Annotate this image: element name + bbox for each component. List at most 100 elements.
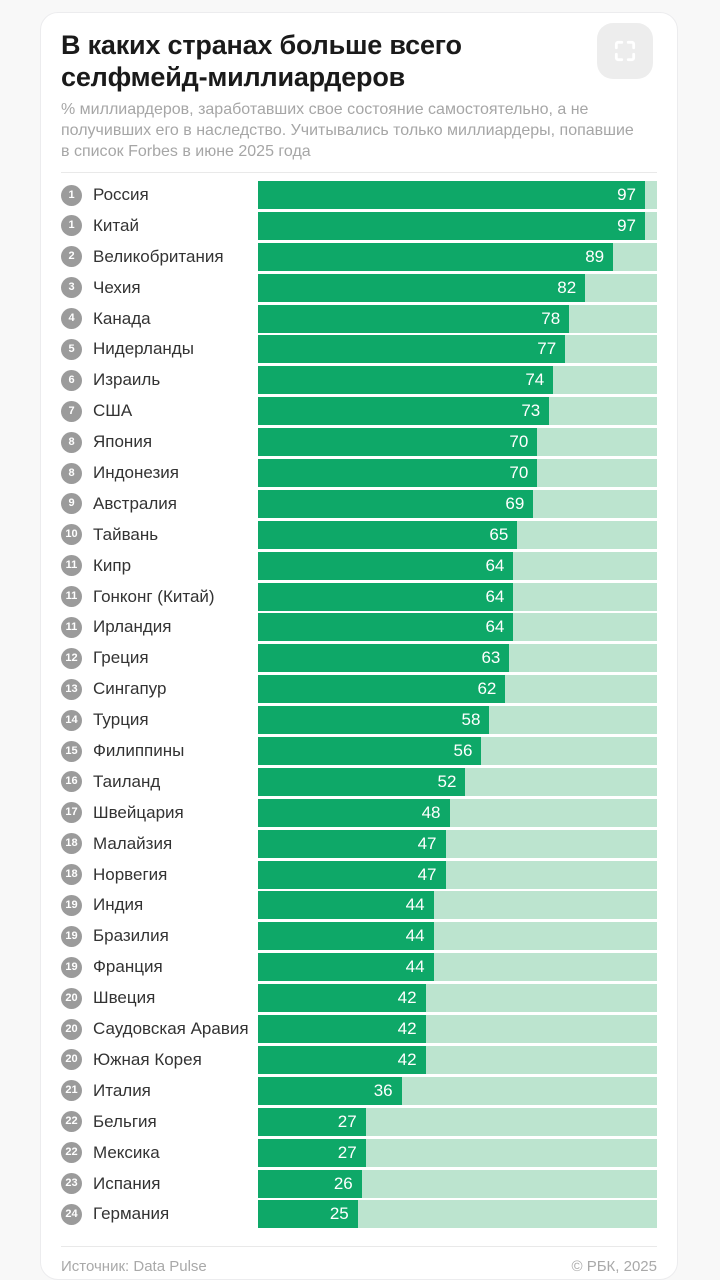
bar-row: 20 Швеция 42 — [41, 984, 677, 1013]
country-label: Китай — [93, 215, 139, 235]
value-label: 47 — [417, 833, 437, 853]
bar-row: 15 Филиппины 56 — [41, 737, 677, 766]
bar-track: 74 — [258, 366, 657, 395]
country-label: Австралия — [93, 493, 177, 513]
rank-badge: 9 — [61, 493, 82, 515]
rank-badge: 22 — [61, 1142, 82, 1164]
country-label: Гонконг (Китай) — [93, 586, 215, 606]
country-label: Испания — [93, 1173, 161, 1193]
country-label: Швейцария — [93, 802, 184, 822]
bar-row: 16 Таиланд 52 — [41, 767, 677, 796]
rank-badge: 8 — [61, 431, 82, 453]
rank-badge: 11 — [61, 616, 82, 638]
header-divider — [61, 172, 657, 173]
value-label: 56 — [453, 741, 473, 761]
value-label: 58 — [461, 710, 481, 730]
bar-row: 3 Чехия 82 — [41, 273, 677, 302]
fullscreen-button[interactable] — [597, 23, 653, 79]
bar-row: 11 Ирландия 64 — [41, 613, 677, 642]
bar-track: 63 — [258, 644, 657, 673]
value-label: 97 — [617, 185, 637, 204]
value-bar: 58 — [258, 706, 490, 735]
bar-track: 89 — [258, 242, 657, 271]
bar-row: 18 Малайзия 47 — [41, 829, 677, 858]
value-label: 44 — [405, 957, 425, 977]
value-label: 63 — [481, 648, 501, 668]
rank-badge: 20 — [61, 1018, 82, 1040]
country-label: Бразилия — [93, 926, 169, 946]
value-label: 42 — [397, 1019, 417, 1039]
rank-badge: 6 — [61, 369, 82, 391]
value-label: 27 — [337, 1111, 357, 1131]
value-label: 42 — [397, 1049, 417, 1069]
country-label: Ирландия — [93, 617, 172, 637]
bar-track: 97 — [258, 211, 657, 240]
value-label: 97 — [617, 215, 637, 235]
value-bar: 26 — [258, 1169, 362, 1198]
country-label: США — [93, 401, 133, 421]
chart-description: % миллиардеров, заработавших свое состоя… — [61, 101, 634, 160]
rank-badge: 20 — [61, 1049, 82, 1071]
bar-row: 24 Германия 25 — [41, 1200, 677, 1229]
value-bar: 47 — [258, 829, 446, 858]
bar-row: 19 Франция 44 — [41, 953, 677, 982]
country-label: Израиль — [93, 370, 161, 390]
bar-row: 20 Саудовская Аравия 42 — [41, 1015, 677, 1044]
value-bar: 56 — [258, 737, 482, 766]
value-bar: 69 — [258, 489, 534, 518]
value-label: 65 — [489, 524, 509, 544]
bar-track: 82 — [258, 273, 657, 302]
value-bar: 97 — [258, 181, 646, 209]
rank-badge: 19 — [61, 925, 82, 947]
header: В каких странах больше всего селфмейд-ми… — [41, 13, 677, 162]
value-bar: 48 — [258, 798, 450, 827]
bar-row: 12 Греция 63 — [41, 644, 677, 673]
bar-track: 27 — [258, 1107, 657, 1136]
value-label: 27 — [337, 1142, 357, 1162]
bar-row: 8 Япония 70 — [41, 428, 677, 457]
bar-track: 69 — [258, 489, 657, 518]
bar-track: 25 — [258, 1200, 657, 1229]
rank-badge: 23 — [61, 1173, 82, 1194]
value-bar: 52 — [258, 767, 466, 796]
bar-track: 97 — [258, 181, 657, 209]
country-label: Таиланд — [93, 771, 161, 791]
rank-badge: 11 — [61, 586, 82, 608]
rank-badge: 14 — [61, 709, 82, 731]
value-bar: 73 — [258, 397, 550, 426]
rank-badge: 11 — [61, 555, 82, 577]
value-bar: 25 — [258, 1200, 358, 1229]
value-bar: 44 — [258, 891, 434, 920]
bar-track: 73 — [258, 397, 657, 426]
rank-badge: 18 — [61, 864, 82, 886]
country-label: Россия — [93, 185, 149, 204]
value-label: 64 — [485, 555, 505, 575]
bar-track: 42 — [258, 984, 657, 1013]
value-label: 36 — [373, 1080, 393, 1100]
value-bar: 65 — [258, 520, 518, 549]
bar-row: 2 Великобритания 89 — [41, 242, 677, 271]
bar-track: 62 — [258, 675, 657, 704]
bar-row: 1 Россия 97 — [41, 181, 677, 209]
rank-badge: 7 — [61, 400, 82, 422]
rank-badge: 8 — [61, 462, 82, 484]
country-label: Норвегия — [93, 864, 168, 884]
bar-track: 26 — [258, 1169, 657, 1198]
value-label: 70 — [509, 432, 529, 452]
value-bar: 89 — [258, 242, 614, 271]
bar-row: 1 Китай 97 — [41, 211, 677, 240]
bar-track: 65 — [258, 520, 657, 549]
bar-row: 14 Турция 58 — [41, 706, 677, 735]
country-label: Чехия — [93, 277, 141, 297]
copyright-label: © РБК, 2025 — [571, 1258, 657, 1276]
bar-track: 77 — [258, 335, 657, 364]
rank-badge: 2 — [61, 246, 82, 268]
value-bar: 62 — [258, 675, 506, 704]
rank-badge: 12 — [61, 647, 82, 669]
bar-row: 21 Италия 36 — [41, 1076, 677, 1105]
bar-track: 64 — [258, 551, 657, 580]
rank-badge: 1 — [61, 215, 82, 237]
value-label: 64 — [485, 586, 505, 606]
bar-chart: 1 Россия 97 1 Китай 97 2 Великобритания 89 3 Чехия… — [41, 181, 677, 1229]
country-label: Мексика — [93, 1142, 160, 1162]
